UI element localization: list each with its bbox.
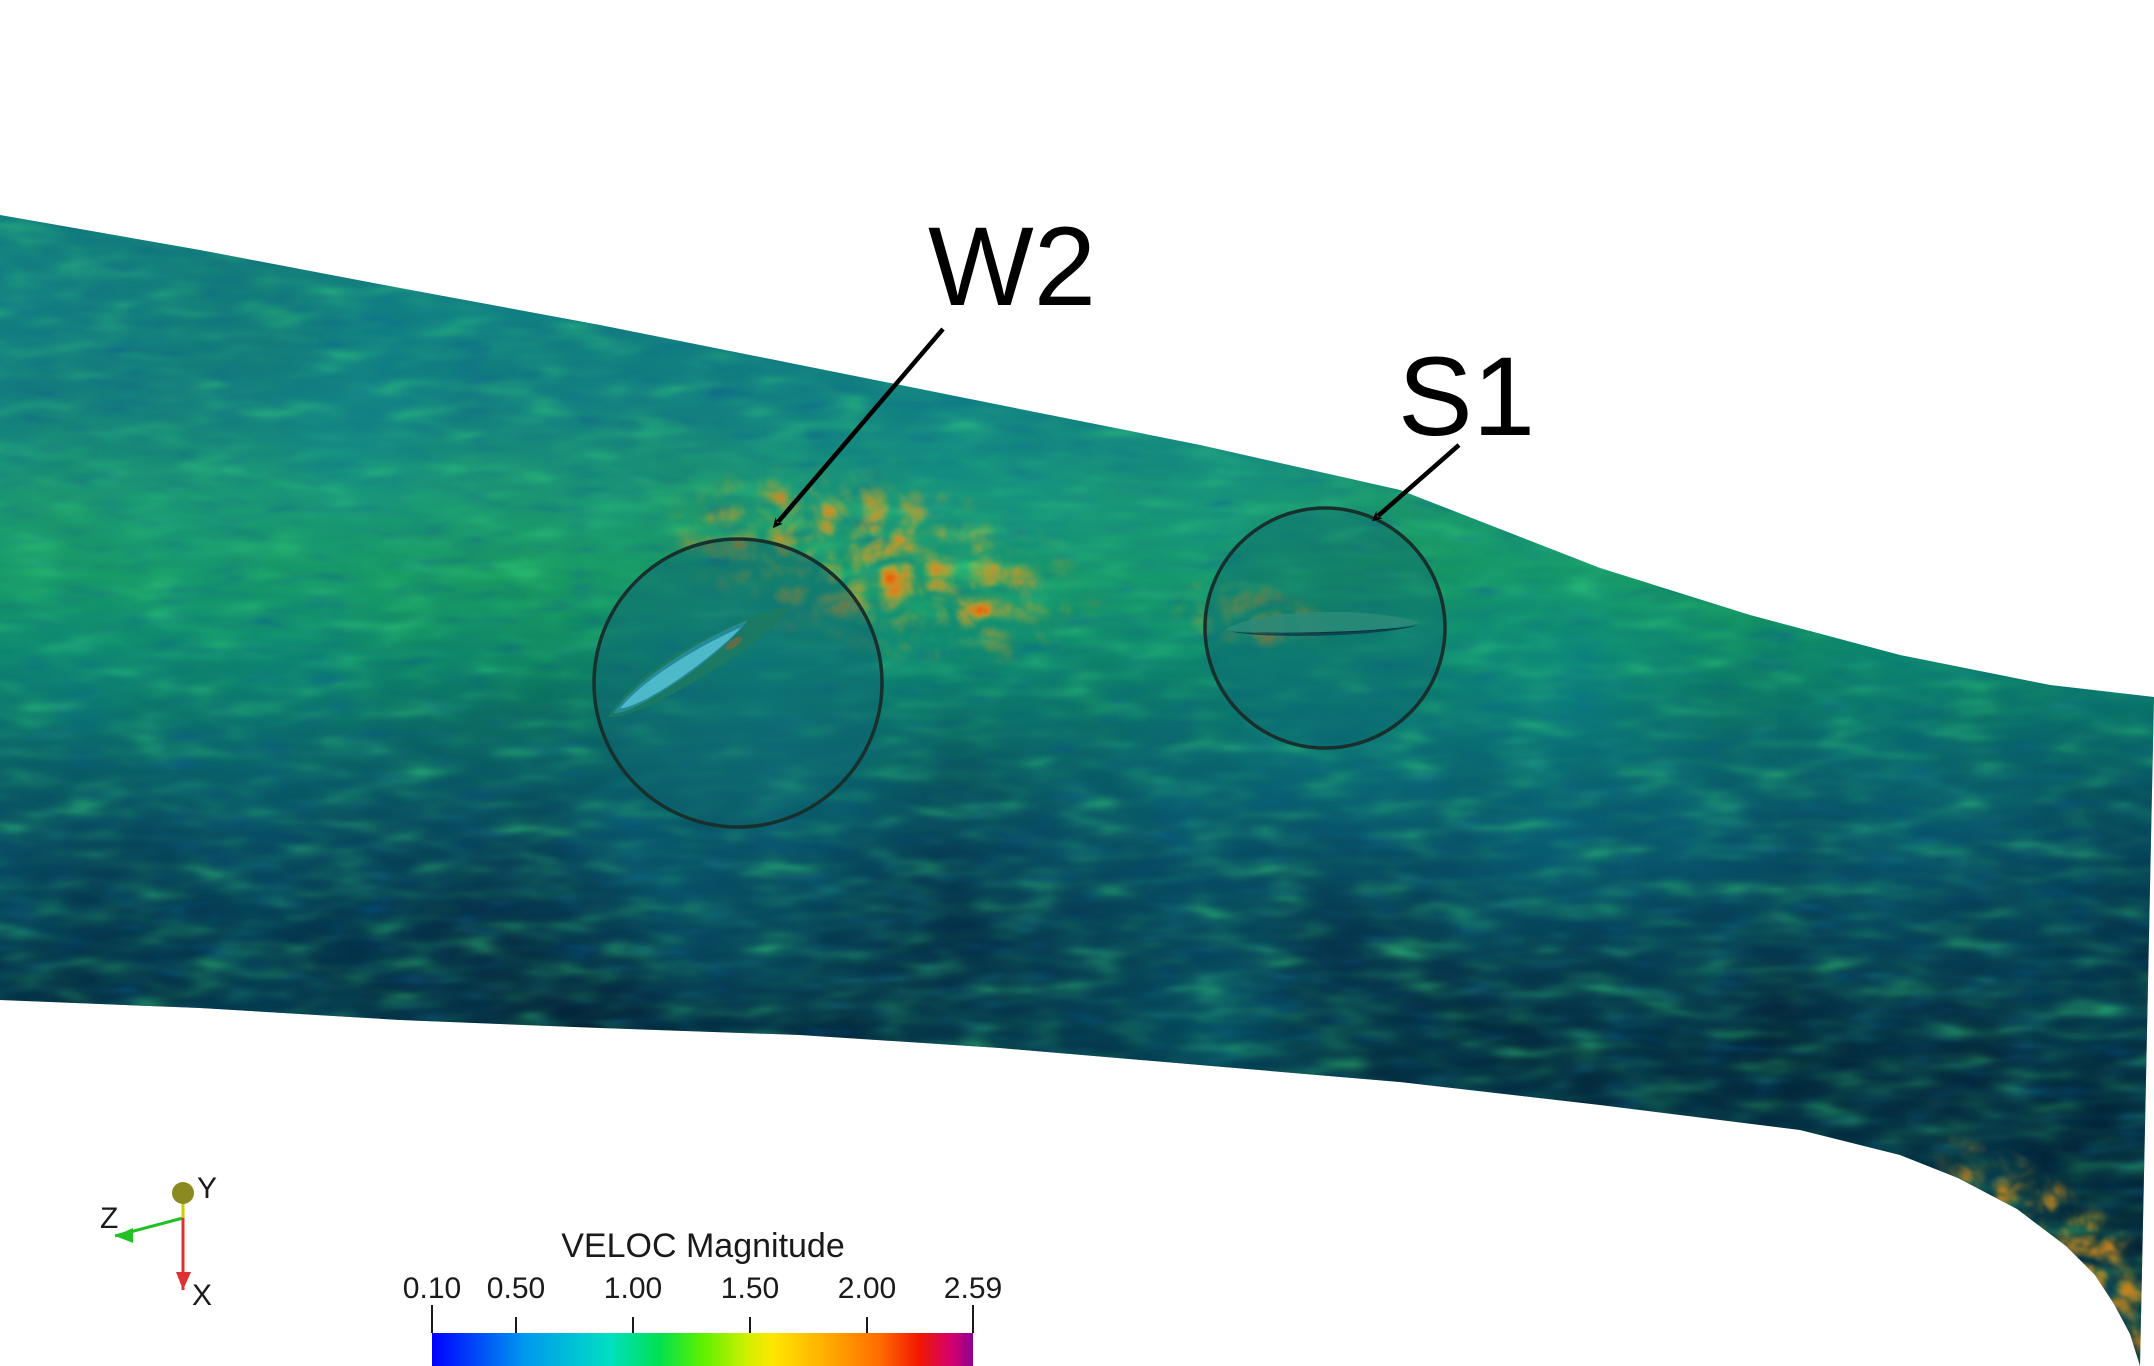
svg-text:S1: S1 (1398, 334, 1535, 459)
svg-text:2.59: 2.59 (944, 1272, 1002, 1305)
svg-text:0.10: 0.10 (403, 1272, 461, 1305)
svg-text:Y: Y (197, 1172, 217, 1205)
svg-text:VELOC Magnitude: VELOC Magnitude (561, 1227, 845, 1265)
svg-text:1.00: 1.00 (604, 1272, 662, 1305)
svg-text:W2: W2 (928, 204, 1096, 329)
svg-text:1.50: 1.50 (721, 1272, 779, 1305)
svg-text:Z: Z (100, 1202, 118, 1235)
svg-text:2.00: 2.00 (838, 1272, 896, 1305)
svg-text:0.50: 0.50 (487, 1272, 545, 1305)
svg-text:X: X (192, 1279, 212, 1312)
